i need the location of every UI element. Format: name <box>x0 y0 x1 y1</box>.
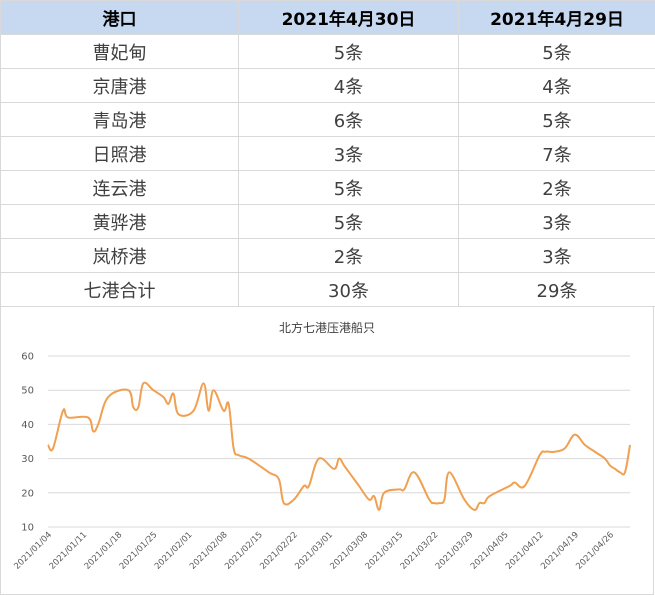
port-name: 连云港 <box>1 171 239 205</box>
table-row: 日照港 3条 7条 <box>1 137 655 171</box>
count-0430: 5条 <box>239 171 459 205</box>
chart-container: 北方七港压港船只 10 20 30 40 50 60 2021/01/04 2021/01/… <box>0 306 654 595</box>
port-name: 七港合计 <box>1 273 239 307</box>
count-0429: 7条 <box>459 137 655 171</box>
port-table: 港口 2021年4月30日 2021年4月29日 曹妃甸 5条 5条 京唐港 4… <box>0 0 655 307</box>
port-name: 岚桥港 <box>1 239 239 273</box>
count-0429: 3条 <box>459 205 655 239</box>
count-0429: 2条 <box>459 171 655 205</box>
y-tick-label: 30 <box>21 454 34 465</box>
y-tick-label: 50 <box>21 386 34 397</box>
chart-title: 北方七港压港船只 <box>279 320 375 335</box>
table-row: 岚桥港 2条 3条 <box>1 239 655 273</box>
count-0430: 5条 <box>239 205 459 239</box>
count-0430: 4条 <box>239 69 459 103</box>
table-row-total: 七港合计 30条 29条 <box>1 273 655 307</box>
header-date-0429: 2021年4月29日 <box>459 1 655 35</box>
count-0429: 3条 <box>459 239 655 273</box>
count-0430: 3条 <box>239 137 459 171</box>
port-name: 青岛港 <box>1 103 239 137</box>
count-0429: 5条 <box>459 103 655 137</box>
count-0430: 5条 <box>239 35 459 69</box>
count-0430: 30条 <box>239 273 459 307</box>
count-0430: 2条 <box>239 239 459 273</box>
y-tick-label: 60 <box>21 352 34 363</box>
count-0429: 4条 <box>459 69 655 103</box>
port-name: 日照港 <box>1 137 239 171</box>
table-row: 黄骅港 5条 3条 <box>1 205 655 239</box>
header-date-0430: 2021年4月30日 <box>239 1 459 35</box>
table-row: 连云港 5条 2条 <box>1 171 655 205</box>
y-tick-label: 40 <box>21 420 34 431</box>
table-row: 京唐港 4条 4条 <box>1 69 655 103</box>
port-name: 曹妃甸 <box>1 35 239 69</box>
count-0429: 5条 <box>459 35 655 69</box>
table-header-row: 港口 2021年4月30日 2021年4月29日 <box>1 1 655 35</box>
header-port: 港口 <box>1 1 239 35</box>
count-0429: 29条 <box>459 273 655 307</box>
y-tick-label: 20 <box>21 488 34 499</box>
port-name: 京唐港 <box>1 69 239 103</box>
count-0430: 6条 <box>239 103 459 137</box>
y-tick-label: 10 <box>21 523 34 534</box>
port-name: 黄骅港 <box>1 205 239 239</box>
table-row: 曹妃甸 5条 5条 <box>1 35 655 69</box>
table-row: 青岛港 6条 5条 <box>1 103 655 137</box>
